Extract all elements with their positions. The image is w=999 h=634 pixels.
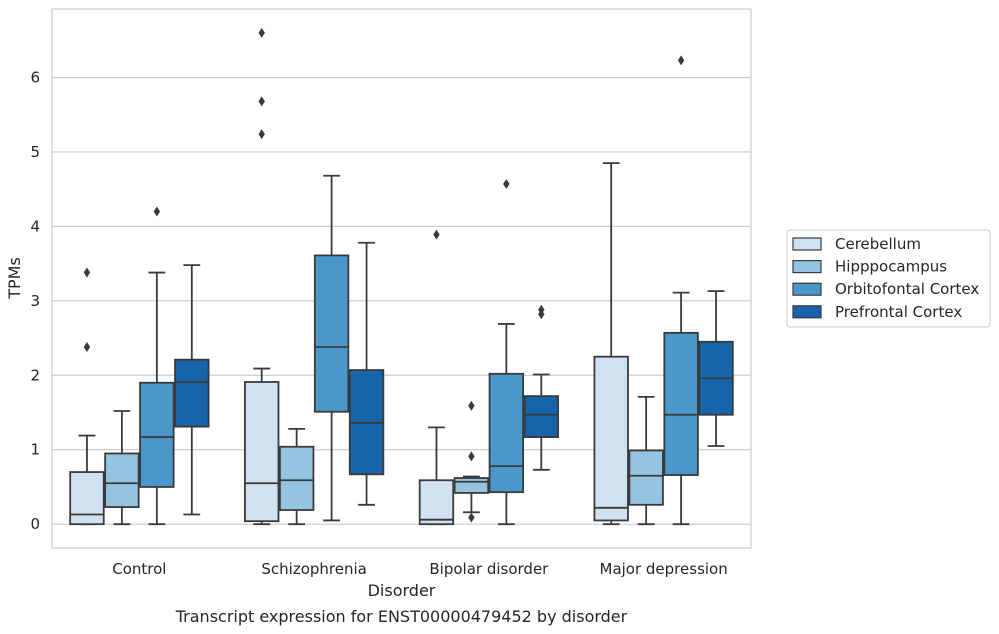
box-group — [523, 304, 559, 471]
y-tick-label: 2 — [30, 366, 40, 384]
box-group — [278, 427, 315, 526]
outlier-point — [433, 229, 440, 240]
box-group — [244, 27, 280, 526]
outlier-point — [468, 451, 475, 462]
y-tick-label: 0 — [30, 515, 40, 533]
x-tick-label: Control — [112, 560, 166, 578]
box-group — [69, 267, 105, 526]
box-iqr — [174, 358, 210, 428]
box-iqr — [628, 449, 664, 506]
x-tick-label: Bipolar disorder — [429, 560, 549, 578]
box-iqr — [593, 355, 629, 522]
outlier-point — [153, 206, 161, 217]
box-iqr — [278, 445, 315, 511]
box-group — [628, 395, 664, 526]
box-iqr — [488, 372, 525, 494]
box-group — [698, 290, 734, 447]
y-tick-label: 3 — [30, 292, 40, 310]
box-group — [453, 400, 490, 523]
outlier-point — [468, 512, 475, 523]
box-group — [104, 410, 140, 526]
legend-label: Cerebellum — [835, 235, 921, 253]
x-tick-label: Major depression — [600, 560, 728, 578]
figure-caption: Transcript expression for ENST0000047945… — [175, 607, 628, 626]
legend-label: Prefrontal Cortex — [835, 303, 962, 321]
y-axis-label: TPMs — [5, 257, 24, 300]
outlier-point — [538, 304, 545, 315]
box-group — [418, 229, 455, 526]
x-tick-labels: Control Schizophrenia Bipolar disorder Majo… — [112, 560, 727, 578]
outlier-point — [258, 96, 265, 107]
legend-label: Orbitofontal Cortex — [835, 280, 979, 298]
outlier-point — [83, 341, 91, 352]
legend-swatch — [792, 237, 822, 251]
plot-area-frame — [51, 8, 752, 549]
legend-swatch — [792, 282, 822, 296]
outlier-point — [468, 400, 475, 411]
legend: Cerebellum Hipppocampus Orbitofontal Corte… — [786, 229, 991, 328]
box-group — [174, 264, 210, 516]
box-group — [488, 178, 525, 526]
legend-label: Hipppocampus — [835, 258, 947, 276]
y-tick-label: 4 — [30, 217, 40, 235]
y-tick-labels: 0 1 2 3 4 5 6 — [30, 68, 40, 533]
box-iqr — [663, 331, 699, 476]
outlier-point — [83, 267, 91, 278]
y-tick-label: 6 — [30, 68, 40, 86]
box-group — [593, 162, 629, 526]
x-axis-label: Disorder — [368, 581, 436, 600]
box-group — [139, 206, 175, 526]
outlier-point — [258, 27, 265, 38]
legend-swatch — [792, 260, 822, 274]
box-iqr — [69, 471, 105, 526]
outlier-point — [677, 55, 685, 66]
box-iqr — [313, 254, 350, 413]
box-layer — [69, 27, 734, 526]
box-group — [663, 55, 699, 526]
y-tick-label: 5 — [30, 143, 40, 161]
x-tick-label: Schizophrenia — [261, 560, 366, 578]
box-iqr — [139, 381, 175, 488]
box-group — [313, 174, 350, 522]
legend-items: Cerebellum Hipppocampus Orbitofontal Corte… — [792, 235, 979, 321]
y-tick-label: 1 — [30, 441, 40, 459]
box-iqr — [523, 395, 559, 438]
box-iqr — [104, 452, 140, 508]
box-group — [348, 241, 385, 506]
legend-frame — [786, 229, 991, 328]
outlier-point — [503, 178, 510, 189]
box-iqr — [453, 477, 490, 494]
outlier-point — [258, 129, 265, 140]
box-iqr — [244, 381, 280, 523]
box-iqr — [418, 479, 455, 526]
legend-swatch — [792, 305, 822, 319]
